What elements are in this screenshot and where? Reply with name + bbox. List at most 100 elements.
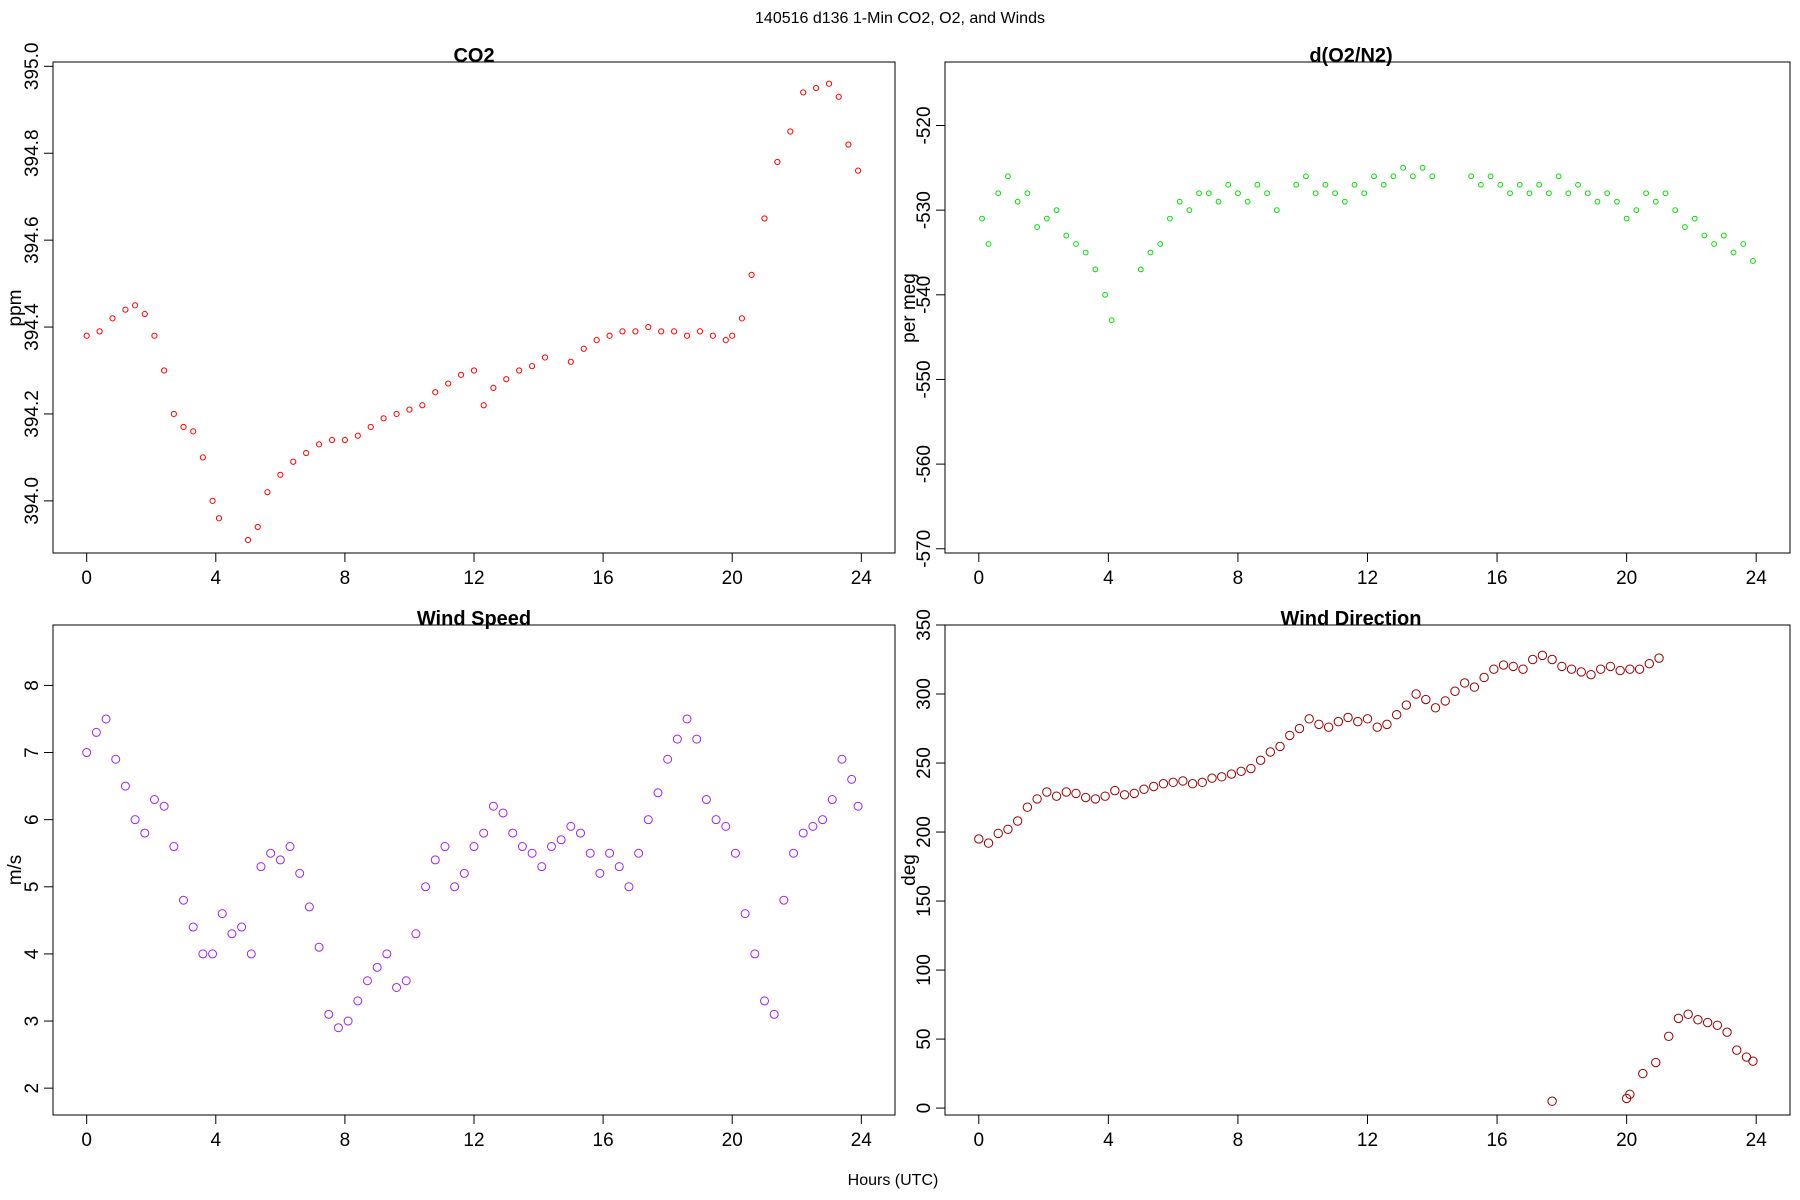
co2-point <box>683 332 691 339</box>
co2-point <box>419 402 426 409</box>
wind-direction-point <box>1042 787 1052 797</box>
wind-speed-ytick-label: 8 <box>22 680 43 691</box>
o2n2-point <box>1633 207 1640 214</box>
co2-point <box>606 332 613 339</box>
co2-point <box>632 328 639 335</box>
wind-direction-point <box>1557 661 1567 672</box>
o2n2-point <box>1575 181 1581 188</box>
wind-speed-point <box>692 734 702 744</box>
wind-speed-point <box>789 848 799 858</box>
wind-direction-point <box>1323 722 1334 732</box>
wind-speed-ytick-label: 3 <box>22 1016 43 1027</box>
wind-speed-ytick-label: 7 <box>22 747 43 758</box>
o2n2-point <box>1545 190 1552 197</box>
wind-speed-point <box>488 801 498 811</box>
wind-direction-point <box>1469 682 1480 692</box>
co2-point <box>303 449 310 457</box>
wind-speed-point <box>101 714 111 724</box>
wind-speed-point <box>111 754 121 764</box>
wind-speed-point <box>556 835 566 845</box>
co2-point <box>83 332 90 339</box>
wind-direction-point <box>1518 664 1528 674</box>
wind-direction-point <box>1712 1020 1723 1030</box>
o2n2-point <box>1108 317 1115 324</box>
wind-direction-point <box>993 828 1003 839</box>
wind-speed-xtick-label: 12 <box>463 1130 484 1151</box>
o2n2-xtick-label: 20 <box>1616 568 1637 589</box>
wind-direction-points <box>974 650 1758 1106</box>
wind-direction-point <box>1547 654 1557 665</box>
wind-speed-point <box>818 815 828 825</box>
wind-direction-point <box>1566 664 1577 674</box>
o2n2-point <box>1400 164 1407 171</box>
co2-xtick-label: 8 <box>340 568 351 589</box>
co2-point <box>567 358 574 365</box>
co2-point <box>593 336 600 344</box>
o2n2-point <box>1516 181 1523 188</box>
co2-point <box>774 158 781 166</box>
wind-speed-point <box>508 828 518 838</box>
o2n2-point <box>1312 190 1319 197</box>
co2-point <box>490 384 497 391</box>
wind-direction-point <box>1634 664 1645 674</box>
co2-point <box>470 367 478 374</box>
wind-speed-point <box>159 801 169 811</box>
o2n2-xtick-label: 24 <box>1746 568 1768 589</box>
wind-speed-point <box>740 909 750 919</box>
wind-direction-point <box>1343 712 1353 723</box>
wind-direction-point <box>1158 779 1169 789</box>
o2n2-point <box>1254 181 1261 188</box>
o2n2-point <box>1196 190 1202 197</box>
wind-speed-xtick-label: 20 <box>722 1130 743 1151</box>
wind-direction-panel: Wind Direction deg 0 4 8 12 16 20 24 0 50 100 150 2… <box>899 608 1791 1151</box>
o2n2-point <box>1264 190 1270 197</box>
o2n2-point <box>1750 258 1756 264</box>
wind-direction-point <box>1022 802 1033 812</box>
co2-point <box>645 323 652 331</box>
wind-speed-point <box>295 868 305 878</box>
wind-direction-point <box>1450 686 1460 696</box>
wind-speed-point <box>808 821 818 831</box>
wind-direction-point <box>1638 1068 1648 1079</box>
co2-point <box>445 380 452 387</box>
co2-xtick-label: 24 <box>851 568 873 589</box>
wind-direction-point <box>1693 1015 1703 1025</box>
o2n2-point <box>1303 173 1309 180</box>
wind-direction-xtick-label: 8 <box>1233 1130 1244 1151</box>
wind-speed-point <box>353 996 363 1006</box>
wind-speed-xtick-label: 24 <box>851 1130 873 1151</box>
wind-direction-ytick-label: 50 <box>914 1029 935 1050</box>
o2n2-point <box>1147 249 1154 256</box>
o2n2-point <box>1730 249 1737 256</box>
wind-direction-point <box>1722 1027 1732 1037</box>
wind-speed-point <box>643 815 653 825</box>
wind-direction-point <box>974 834 984 844</box>
co2-point <box>209 497 216 504</box>
wind-direction-point <box>1372 722 1382 732</box>
o2n2-xtick-label: 12 <box>1357 568 1378 589</box>
o2n2-point <box>1235 190 1241 197</box>
wind-direction-point <box>983 838 994 848</box>
wind-direction-ytick-label: 0 <box>914 1103 935 1114</box>
wind-speed-point <box>411 929 421 939</box>
wind-speed-point <box>382 949 392 959</box>
wind-speed-point <box>314 942 324 952</box>
wind-direction-point <box>1498 660 1509 670</box>
wind-speed-xtick-label: 0 <box>81 1130 92 1151</box>
wind-speed-point <box>624 882 634 892</box>
wind-speed-point <box>169 842 179 852</box>
o2n2-point <box>1014 198 1021 205</box>
o2n2-point <box>1073 241 1079 247</box>
wind-direction-point <box>1479 672 1489 683</box>
o2n2-ticks: 0 4 8 12 16 20 24 -570 -560 -550 -540 -530 -520 <box>914 106 1767 589</box>
wind-speed-point <box>595 868 605 878</box>
co2-point <box>367 423 374 431</box>
o2n2-point <box>1186 207 1193 214</box>
wind-speed-point <box>837 754 847 764</box>
wind-direction-ytick-label: 100 <box>914 954 935 986</box>
co2-point <box>122 306 129 313</box>
co2-point <box>541 354 549 361</box>
co2-point <box>503 376 510 383</box>
o2n2-point <box>1332 190 1339 197</box>
wind-direction-point <box>1547 1096 1557 1106</box>
